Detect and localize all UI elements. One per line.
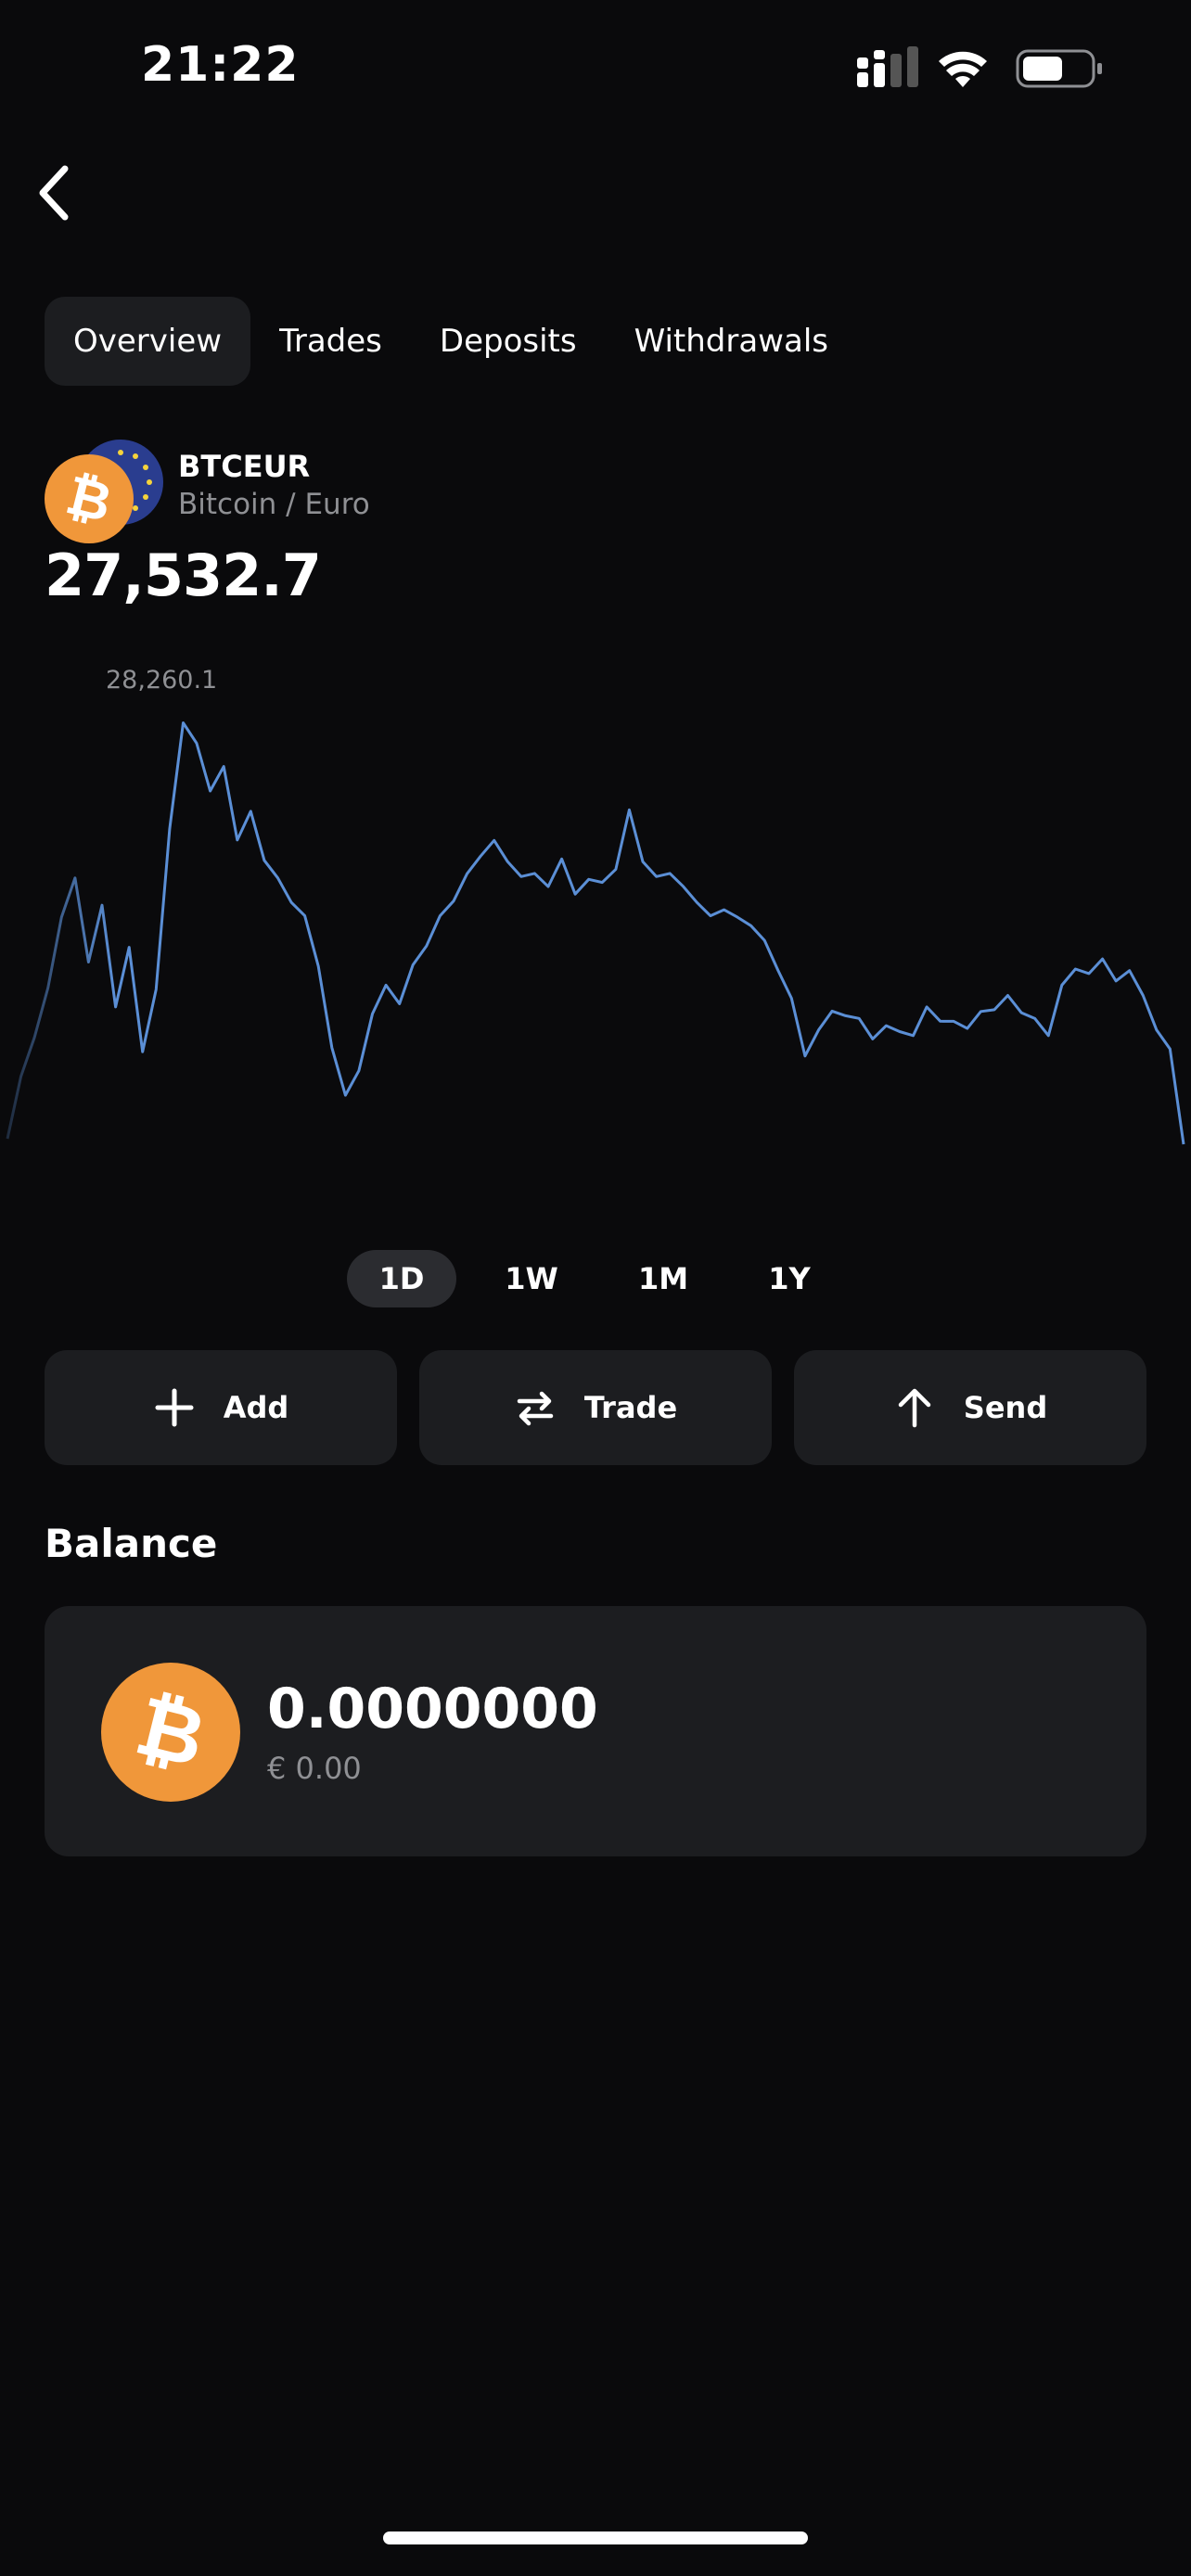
balance-title: Balance xyxy=(45,1521,218,1566)
balance-amount: 0.0000000 xyxy=(267,1677,598,1741)
ticker-symbol: BTCEUR xyxy=(178,449,311,484)
pair-icon: ₿ xyxy=(43,436,163,545)
wifi-icon xyxy=(939,51,987,87)
battery-icon xyxy=(1016,49,1102,88)
tab-withdrawals[interactable]: Withdrawals xyxy=(634,323,828,360)
trade-button-label: Trade xyxy=(583,1390,678,1425)
tab-overview[interactable]: Overview xyxy=(45,297,251,386)
balance-fiat-value: € 0.00 xyxy=(267,1751,362,1786)
plus-icon xyxy=(155,1388,194,1427)
range-selector: 1D 1W 1M 1Y xyxy=(0,1250,1191,1307)
tab-deposits[interactable]: Deposits xyxy=(439,323,577,360)
swap-arrows-icon xyxy=(517,1391,554,1426)
range-1w[interactable]: 1W xyxy=(505,1261,558,1296)
range-1m[interactable]: 1M xyxy=(637,1261,689,1296)
arrow-up-icon xyxy=(898,1388,931,1428)
trade-button[interactable]: Trade xyxy=(419,1350,772,1465)
current-price: 27,532.7 xyxy=(45,542,322,609)
tab-bar: Overview Trades Deposits Withdrawals xyxy=(45,297,857,386)
back-button[interactable] xyxy=(26,156,91,230)
home-indicator xyxy=(383,2531,808,2544)
cellular-signal-icon xyxy=(857,46,918,87)
range-1d[interactable]: 1D xyxy=(347,1250,456,1307)
status-icons xyxy=(853,46,1113,95)
balance-card[interactable]: ₿ 0.0000000 € 0.00 xyxy=(45,1606,1146,1856)
add-button-label: Add xyxy=(223,1390,289,1425)
chart-high-label: 28,260.1 xyxy=(106,666,218,695)
send-button[interactable]: Send xyxy=(794,1350,1146,1465)
ticker-name: Bitcoin / Euro xyxy=(178,488,370,521)
chevron-left-icon xyxy=(39,165,69,221)
price-chart[interactable] xyxy=(0,649,1191,1168)
bitcoin-icon: ₿ xyxy=(45,454,134,543)
bitcoin-icon: ₿ xyxy=(100,1662,241,1803)
send-button-label: Send xyxy=(963,1390,1048,1425)
add-button[interactable]: Add xyxy=(45,1350,397,1465)
tab-trades[interactable]: Trades xyxy=(279,323,382,360)
status-time: 21:22 xyxy=(141,37,300,93)
chart-line-series xyxy=(6,721,1185,1145)
range-1y[interactable]: 1Y xyxy=(768,1261,811,1296)
